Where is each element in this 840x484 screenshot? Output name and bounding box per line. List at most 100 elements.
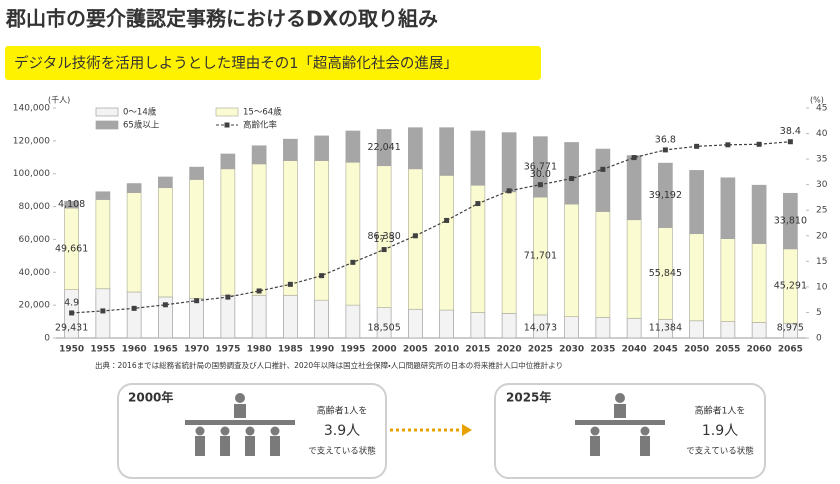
data-label: 36.8 xyxy=(655,134,676,145)
bar-segment xyxy=(189,179,204,299)
x-tick-label: 2015 xyxy=(465,345,490,355)
bar-segment xyxy=(595,211,611,318)
compare-value: 1.9人 xyxy=(702,423,738,439)
bar-segment xyxy=(439,309,454,339)
bar-segment xyxy=(626,317,642,339)
x-tick-label: 2055 xyxy=(715,345,740,355)
legend-swatch xyxy=(95,107,119,117)
data-label: 14,073 xyxy=(524,323,557,334)
y2-tick-label: 15 xyxy=(816,257,827,267)
y-tick-label: 0 xyxy=(44,334,50,344)
bar-segment xyxy=(345,161,361,306)
rate-marker xyxy=(444,217,450,223)
compare-text: 高齢者1人を xyxy=(317,405,368,417)
bar-segment xyxy=(283,160,298,296)
x-tick-label: 2040 xyxy=(622,345,647,355)
y-tick-label: 60,000 xyxy=(19,235,51,245)
data-label: 17.3 xyxy=(374,234,395,245)
bar-segment xyxy=(626,219,642,319)
bar-segment xyxy=(689,233,704,322)
bar-segment xyxy=(470,312,486,339)
data-label: 71,701 xyxy=(524,250,557,261)
data-label: 22,041 xyxy=(368,142,401,153)
bar-segment xyxy=(95,191,111,200)
bar-segment xyxy=(751,322,767,339)
bar-segment xyxy=(501,313,517,339)
bar-segment xyxy=(251,163,267,296)
bar-segment xyxy=(533,136,548,198)
data-label: 45,291 xyxy=(774,281,807,292)
data-label: 86,380 xyxy=(368,231,401,242)
y-tick-label: 100,000 xyxy=(13,169,50,179)
rate-marker xyxy=(537,182,543,188)
bar-segment xyxy=(345,304,361,339)
bar-segment xyxy=(251,145,267,165)
x-tick-label: 1995 xyxy=(340,345,365,355)
data-label: 4.9 xyxy=(64,297,79,308)
data-label: 39,192 xyxy=(649,190,682,201)
y2-axis-label: (%) xyxy=(810,96,824,105)
bar-segment xyxy=(345,130,361,163)
x-tick-label: 1985 xyxy=(278,345,303,355)
rate-marker xyxy=(600,166,606,172)
bar-segment xyxy=(751,184,767,244)
rate-marker xyxy=(194,298,200,304)
y2-tick-label: 45 xyxy=(816,104,827,114)
x-tick-label: 1960 xyxy=(122,345,147,355)
bar-segment xyxy=(595,317,611,339)
bar-segment xyxy=(408,168,423,310)
rate-marker xyxy=(725,142,731,148)
rate-marker xyxy=(350,259,356,265)
x-tick-label: 2010 xyxy=(434,345,459,355)
bar-segment xyxy=(376,129,392,167)
x-tick-label: 2065 xyxy=(778,345,803,355)
data-label: 18,505 xyxy=(368,323,401,334)
bar-segment xyxy=(220,294,236,339)
bar-segment xyxy=(95,199,111,290)
x-tick-label: 2025 xyxy=(528,345,553,355)
x-tick-label: 1950 xyxy=(59,345,84,355)
rate-marker xyxy=(162,302,168,308)
data-label: 55,845 xyxy=(649,268,682,279)
y-tick-label: 80,000 xyxy=(19,202,51,212)
bar-segment xyxy=(126,183,142,193)
x-tick-label: 2000 xyxy=(372,345,397,355)
bar-segment xyxy=(501,132,517,193)
support-icon xyxy=(185,393,295,456)
rate-marker xyxy=(787,139,793,145)
bar-segment xyxy=(189,166,204,180)
y2-tick-label: 30 xyxy=(816,180,828,190)
bar-segment xyxy=(220,153,236,170)
data-label: 29,431 xyxy=(55,323,88,334)
compare-year: 2025年 xyxy=(506,390,551,405)
y-tick-label: 140,000 xyxy=(13,104,50,114)
rate-marker xyxy=(319,273,325,279)
title: 郡山市の要介護認定事務におけるDXの取り組み xyxy=(5,7,438,31)
compare-value: 3.9人 xyxy=(324,423,360,439)
bar-segment xyxy=(283,138,298,161)
bar-segment xyxy=(189,298,204,339)
bar-segment xyxy=(251,294,267,339)
rate-marker xyxy=(131,305,137,311)
rate-marker xyxy=(631,155,637,161)
data-label: 38.4 xyxy=(780,126,801,137)
rate-marker xyxy=(694,143,700,149)
x-tick-label: 1980 xyxy=(247,345,272,355)
x-tick-label: 2020 xyxy=(497,345,522,355)
rate-marker xyxy=(381,247,387,253)
bar-segment xyxy=(564,203,579,317)
data-label: 11,384 xyxy=(649,323,682,334)
bar-segment xyxy=(283,294,298,339)
y2-tick-label: 40 xyxy=(816,129,828,139)
bar-segment xyxy=(564,142,579,205)
bar-segment xyxy=(689,170,704,235)
rate-marker xyxy=(69,310,75,316)
bar-segment xyxy=(408,308,423,339)
bar-segment xyxy=(564,316,579,339)
banner: デジタル技術を活用しようとした理由その1「超高齢化社会の進展」 xyxy=(14,54,458,72)
rate-line xyxy=(71,141,791,314)
rate-marker xyxy=(256,288,262,294)
compare-text: で支えている状態 xyxy=(308,446,376,457)
